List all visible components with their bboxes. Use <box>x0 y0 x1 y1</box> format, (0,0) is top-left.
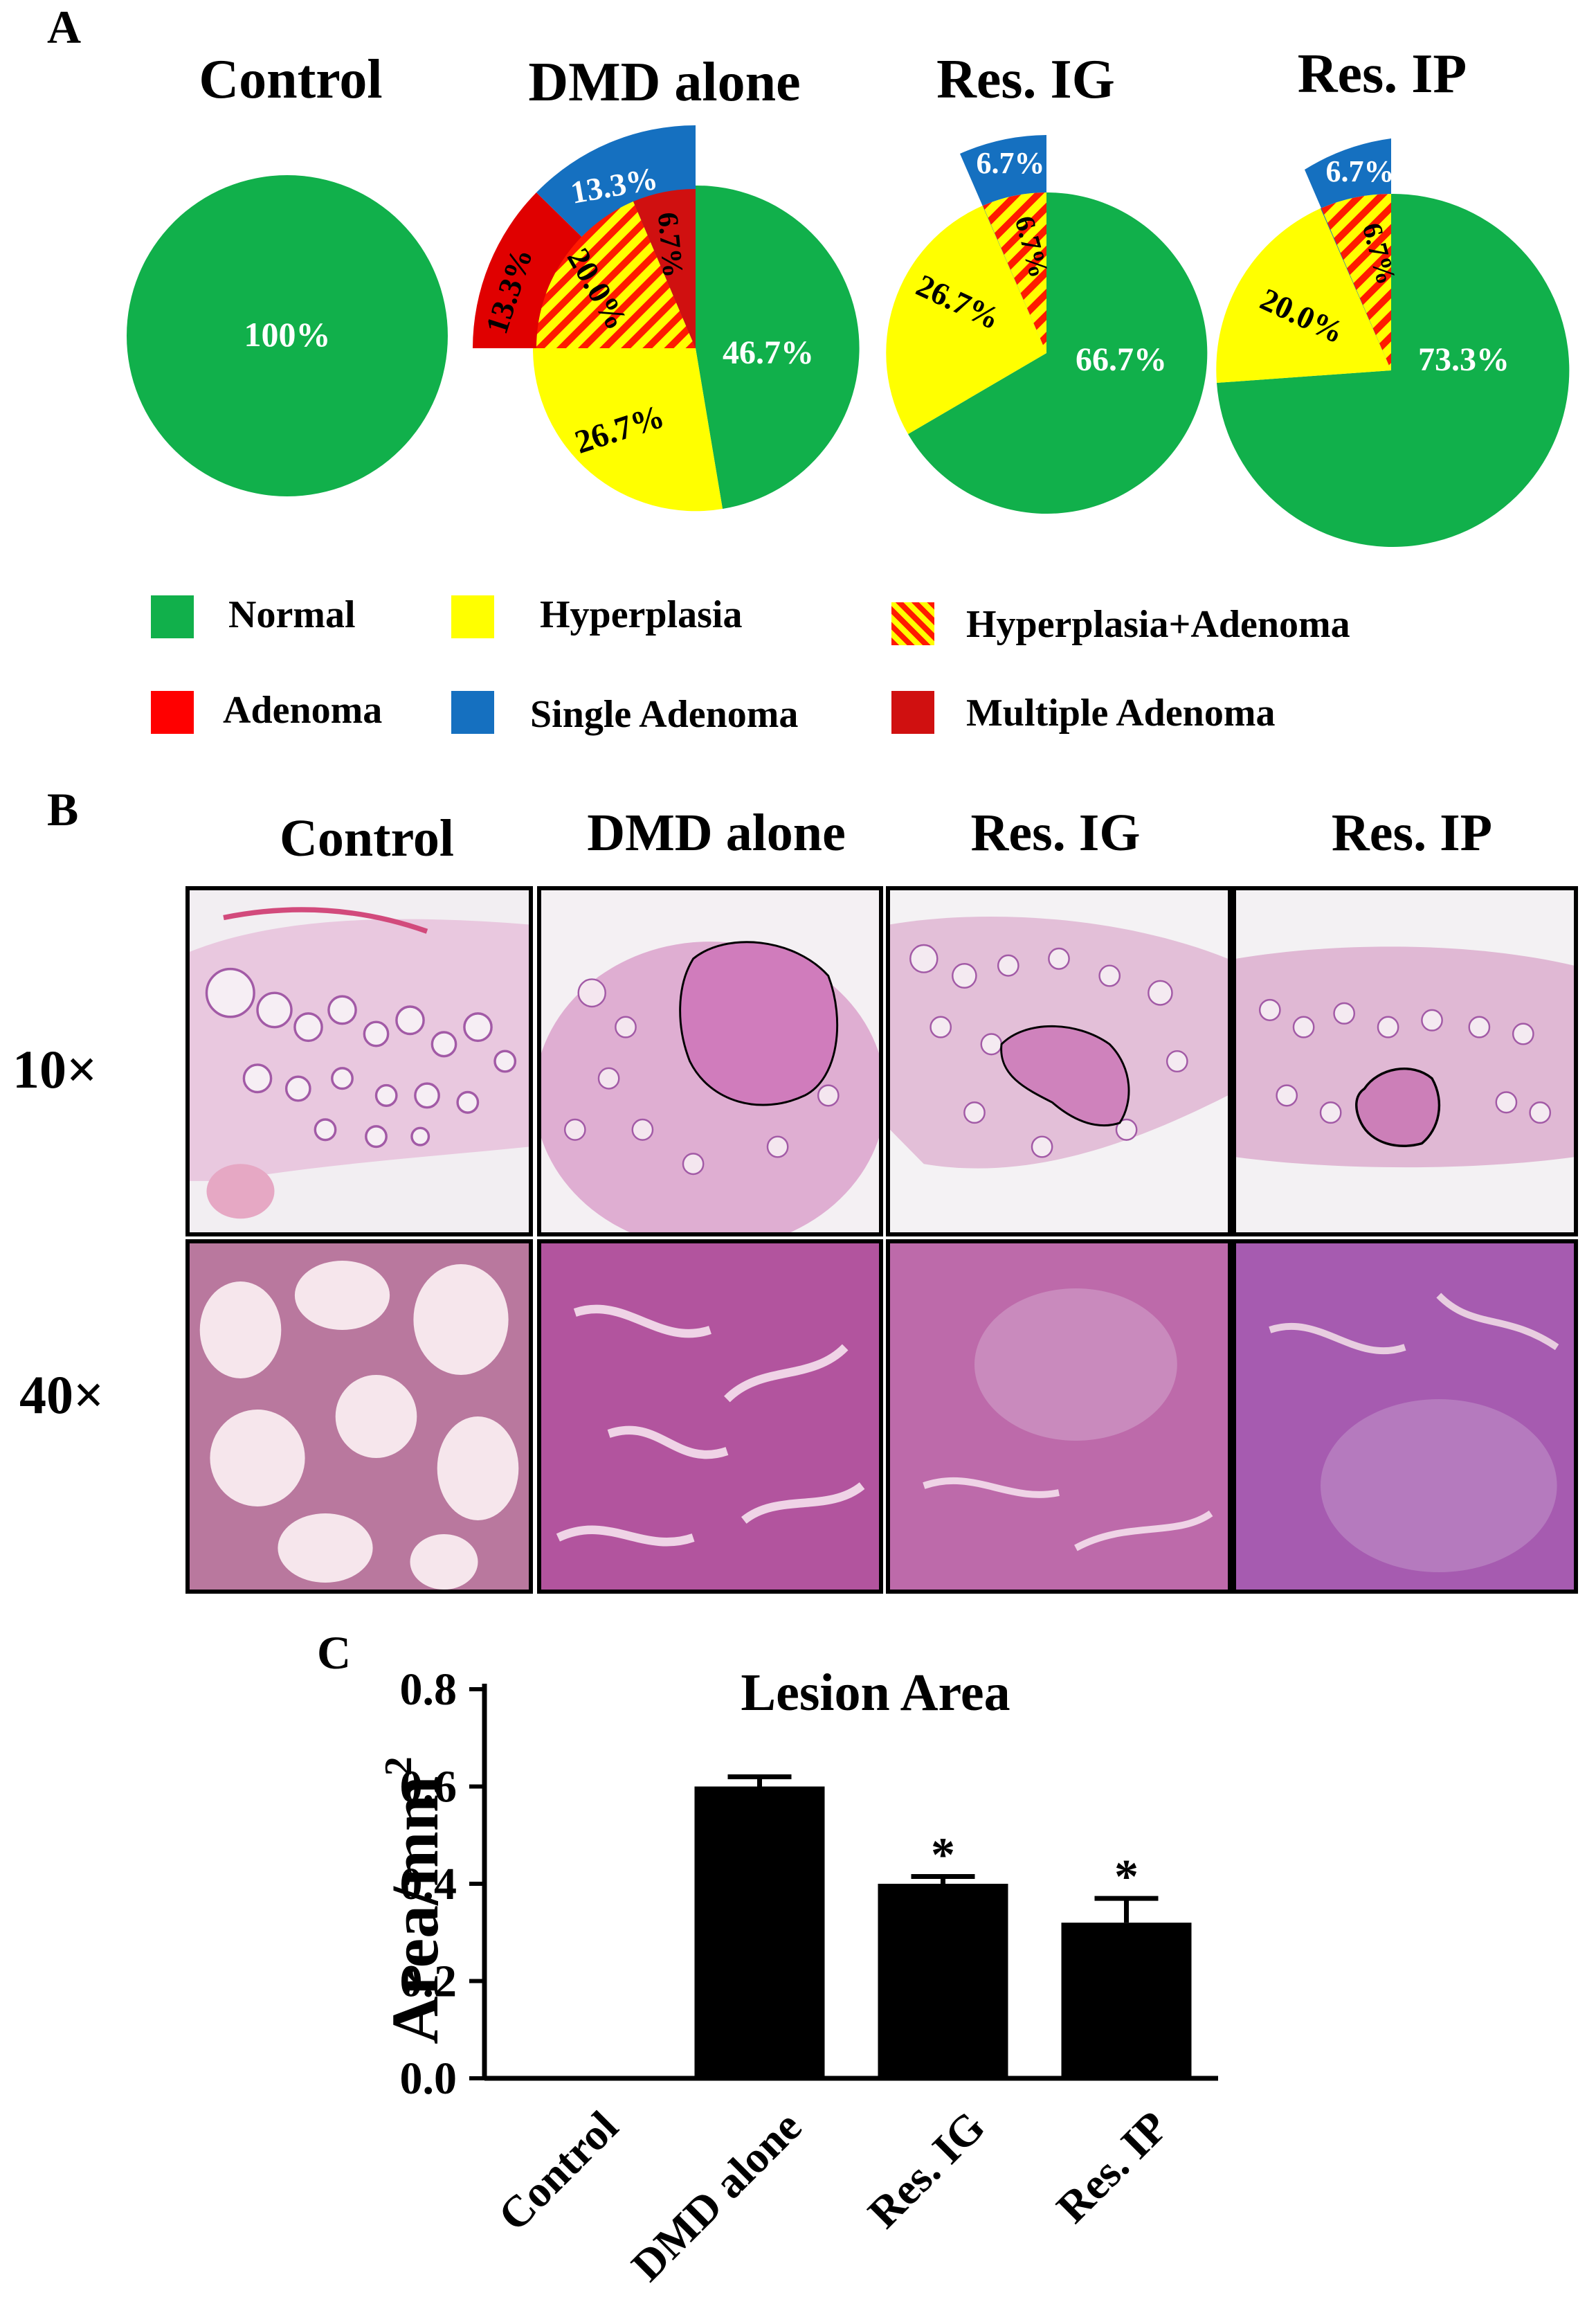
bar-res-ig <box>878 1884 1008 2078</box>
pie-charts: 100% 46.7% 26.7% 13.3% 13.3% 20.0% 6.7% … <box>127 125 1570 547</box>
pie-title-res-ig: Res. IG <box>936 49 1115 110</box>
micro-col-res-ig: Res. IG <box>970 804 1141 862</box>
micro-image-res-ip-10x <box>1232 886 1578 1236</box>
legend-label-adenoma: Adenoma <box>223 689 383 732</box>
y-tick-label: 0.2 <box>400 1956 457 2007</box>
micro-col-res-ip: Res. IP <box>1331 804 1493 862</box>
legend-swatch-single-adenoma <box>451 691 494 734</box>
legend-label-hyperplasia-adenoma: Hyperplasia+Adenoma <box>966 603 1350 646</box>
micro-image-res-ig-40x <box>886 1239 1232 1594</box>
micro-image-control-40x <box>185 1239 533 1594</box>
significance-marker: * <box>931 1828 955 1882</box>
pie-dmd-slice-multiple-adenoma <box>633 188 696 348</box>
pie-res-ig-slice-single-adenoma <box>960 135 1046 353</box>
legend-swatch-hyperplasia <box>451 595 494 638</box>
pie-dmd-label-multiple-adenoma: 6.7% <box>651 211 689 279</box>
pie-dmd-slice-hyperplasia <box>532 348 723 512</box>
bar-control <box>511 2076 642 2078</box>
legend-label-single-adenoma: Single Adenoma <box>530 693 799 736</box>
legend-swatch-normal <box>151 595 194 638</box>
legend-label-hyperplasia: Hyperplasia <box>540 593 743 636</box>
pie-res-ig-slice-normal <box>908 192 1208 514</box>
y-tick-label: 0.4 <box>400 1859 457 1909</box>
pie-res-ig-slice-hyperplasia-adenoma <box>983 192 1046 353</box>
pie-res-ip-slice-normal <box>1217 193 1570 547</box>
pie-title-dmd: DMD alone <box>528 52 801 113</box>
bar-chart-lesion-area: 0.0 0.2 0.4 0.6 0.8 Area/mm2 Lesion Area Contro… <box>377 1664 1218 2291</box>
panel-b-letter: B <box>47 783 79 836</box>
micro-image-dmd-40x <box>537 1239 883 1594</box>
pie-res-ig-label-single-adenoma: 6.7% <box>977 146 1045 180</box>
panel-c-letter: C <box>317 1626 352 1679</box>
x-tick-label: Res. IP <box>1047 2102 1177 2232</box>
pie-res-ig-label-normal: 66.7% <box>1076 341 1167 378</box>
legend-label-multiple-adenoma: Multiple Adenoma <box>966 692 1276 735</box>
pie-title-control: Control <box>199 49 383 110</box>
pie-control-slice-normal <box>127 175 448 496</box>
x-tick-label: Res. IG <box>858 2102 994 2238</box>
pie-res-ip-label-single-adenoma: 6.7% <box>1326 154 1395 188</box>
pie-dmd-slice-hyperplasia-adenoma <box>536 201 696 348</box>
chart-title: Lesion Area <box>741 1664 1010 1722</box>
pie-res-ip-slice-hyperplasia-adenoma <box>1321 193 1391 370</box>
micro-image-dmd-10x <box>537 886 883 1236</box>
y-tick-label: 0.6 <box>400 1762 457 1812</box>
y-tick-label: 0.8 <box>400 1664 457 1715</box>
pie-res-ig-slice-hyperplasia <box>886 206 1046 434</box>
pie-res-ip-label-normal: 73.3% <box>1418 341 1509 378</box>
micro-row-10x: 10× <box>12 1039 98 1099</box>
pie-control-label-normal: 100% <box>244 315 331 354</box>
micro-row-40x: 40× <box>19 1365 105 1425</box>
pie-dmd-slice-normal <box>696 185 860 509</box>
legend-swatch-adenoma <box>151 691 194 734</box>
micro-image-res-ip-40x <box>1232 1239 1578 1594</box>
micro-image-control-10x <box>185 886 533 1236</box>
pie-res-ip-slice-hyperplasia <box>1216 208 1391 383</box>
bar-dmd-alone <box>694 1786 825 2078</box>
x-tick-label: DMD alone <box>622 2102 811 2291</box>
pie-title-res-ip: Res. IP <box>1297 44 1467 105</box>
micro-col-control: Control <box>280 809 454 867</box>
micro-col-dmd: DMD alone <box>587 804 846 862</box>
panel-a-letter: A <box>47 1 82 53</box>
bar-res-ip <box>1061 1923 1192 2078</box>
legend-label-normal: Normal <box>228 593 356 636</box>
legend-swatch-hyperplasia-adenoma <box>891 602 934 645</box>
x-tick-label: Control <box>489 2102 627 2240</box>
pie-dmd-label-normal: 46.7% <box>723 334 814 371</box>
legend-swatch-multiple-adenoma <box>891 691 934 734</box>
pie-res-ip-slice-single-adenoma <box>1305 138 1391 370</box>
micro-image-res-ig-10x <box>886 886 1232 1236</box>
y-axis-label: Area/mm2 <box>377 1756 452 2044</box>
y-tick-label: 0.0 <box>400 2053 457 2104</box>
significance-marker: * <box>1114 1851 1139 1904</box>
